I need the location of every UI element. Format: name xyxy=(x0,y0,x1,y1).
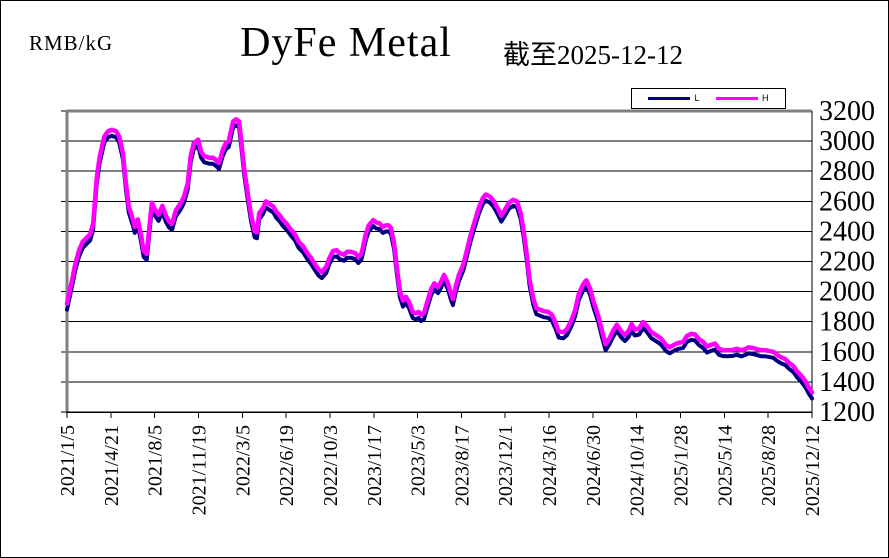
legend-item-h: H xyxy=(715,93,769,103)
x-axis-label: 2023/5/3 xyxy=(408,425,430,496)
x-axis-label: 2024/10/14 xyxy=(627,425,649,516)
y-axis-label: 1200 xyxy=(819,397,875,428)
x-axis-label: 2022/3/5 xyxy=(232,425,254,496)
y-axis-label: 2400 xyxy=(819,216,875,247)
x-axis-label: 2025/5/14 xyxy=(714,425,736,506)
legend-label-h: H xyxy=(761,93,769,103)
chart-title: DyFe Metal xyxy=(240,20,452,66)
x-axis-label: 2021/1/5 xyxy=(57,425,79,496)
x-axis-label: 2023/12/1 xyxy=(495,425,517,506)
y-axis-label: 3000 xyxy=(819,126,875,157)
y-axis-label: 3200 xyxy=(819,96,875,127)
x-axis-label: 2022/6/19 xyxy=(276,425,298,506)
x-axis-label: 2021/4/21 xyxy=(101,425,123,506)
x-axis-label: 2022/10/3 xyxy=(320,425,342,506)
h-series-swatch xyxy=(715,97,758,100)
x-axis-label: 2021/11/19 xyxy=(188,425,210,515)
y-axis-label: 1400 xyxy=(819,367,875,398)
y-axis-label: 1800 xyxy=(819,307,875,338)
y-axis-label: 2200 xyxy=(819,247,875,278)
y-axis-label: 2600 xyxy=(819,186,875,217)
y-axis-label: 2000 xyxy=(819,277,875,308)
y-axis-units-label: RMB/kG xyxy=(29,31,114,55)
l-series-line xyxy=(65,123,814,401)
as-of-date-label: 截至2025-12-12 xyxy=(503,40,683,70)
l-series-swatch xyxy=(648,97,691,100)
y-axis-label: 2800 xyxy=(819,156,875,187)
legend-item-l: L xyxy=(648,93,700,103)
legend-box: L H xyxy=(631,88,786,109)
y-axis-label: 1600 xyxy=(819,337,875,368)
x-axis-label: 2025/8/28 xyxy=(758,425,780,506)
legend-label-l: L xyxy=(694,93,700,103)
x-axis-label: 2024/6/30 xyxy=(583,425,605,506)
x-axis-label: 2025/1/28 xyxy=(671,425,693,506)
h-series-line xyxy=(64,117,815,395)
x-axis-label: 2024/3/16 xyxy=(539,425,561,506)
x-axis-label: 2023/8/17 xyxy=(451,425,473,506)
x-axis-label: 2025/12/12 xyxy=(802,425,824,516)
x-axis-label: 2021/8/5 xyxy=(145,425,167,496)
x-axis-label: 2023/1/17 xyxy=(364,425,386,506)
